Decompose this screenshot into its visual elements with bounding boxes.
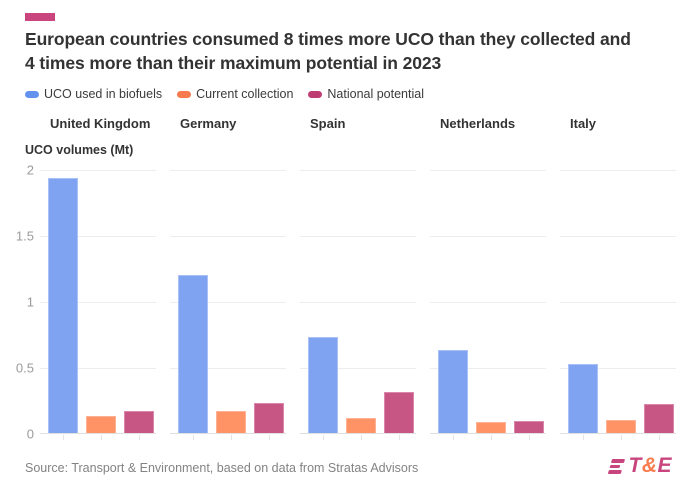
axis-tick bbox=[323, 435, 324, 440]
y-axis-tick-label: 1.5 bbox=[15, 228, 34, 244]
bar-uco-used-in-biofuels bbox=[438, 349, 468, 433]
tick-panel bbox=[40, 435, 156, 441]
y-axis-tick-label: 2 bbox=[26, 162, 34, 178]
legend-label: National potential bbox=[327, 87, 424, 101]
bar-current-collection bbox=[86, 415, 116, 433]
bar-uco-used-in-biofuels bbox=[48, 178, 78, 433]
y-axis-tick-label: 0 bbox=[26, 426, 34, 442]
country-panel: 2 1.5 1 0.5 0 bbox=[16, 164, 156, 441]
bar-national-potential bbox=[384, 392, 414, 433]
gridline bbox=[560, 236, 676, 237]
legend-label: Current collection bbox=[196, 87, 294, 101]
gridline bbox=[40, 368, 156, 369]
axis-tick bbox=[139, 435, 140, 440]
country-panel bbox=[560, 170, 676, 434]
legend-swatch-icon bbox=[308, 90, 323, 98]
axis-tick bbox=[269, 435, 270, 440]
logo-letter-t: T bbox=[628, 454, 642, 477]
bar-group bbox=[300, 170, 416, 433]
axis-tick bbox=[63, 435, 64, 440]
country-header: Italy bbox=[570, 116, 597, 131]
gridline bbox=[170, 170, 286, 171]
bar-current-collection bbox=[346, 418, 376, 433]
bar-national-potential bbox=[124, 410, 154, 433]
tick-panel bbox=[560, 435, 676, 441]
tick-panel bbox=[300, 435, 416, 441]
gridline bbox=[300, 302, 416, 303]
gridline bbox=[560, 368, 676, 369]
gridline bbox=[40, 302, 156, 303]
bar-uco-used-in-biofuels bbox=[308, 336, 338, 433]
gridline bbox=[430, 302, 546, 303]
bar-national-potential bbox=[254, 402, 284, 433]
x-axis-ticks bbox=[40, 435, 676, 441]
y-axis-tick-label: 1 bbox=[26, 294, 34, 310]
bar-current-collection bbox=[476, 422, 506, 433]
gridline bbox=[560, 170, 676, 171]
axis-tick bbox=[529, 435, 530, 440]
gridline bbox=[170, 302, 286, 303]
gridline bbox=[300, 236, 416, 237]
bar-group bbox=[170, 170, 286, 433]
te-logo-text: T&E bbox=[628, 455, 672, 476]
axis-tick bbox=[621, 435, 622, 440]
y-axis-tick-label: 0.5 bbox=[15, 360, 34, 376]
legend-label: UCO used in biofuels bbox=[44, 87, 163, 101]
axis-tick bbox=[453, 435, 454, 440]
gridline bbox=[170, 236, 286, 237]
te-logo-mark-icon bbox=[608, 459, 626, 474]
axis-tick bbox=[583, 435, 584, 440]
gridline bbox=[560, 302, 676, 303]
country-panel bbox=[170, 170, 286, 434]
country-panel bbox=[300, 170, 416, 434]
legend-item: Current collection bbox=[177, 87, 293, 101]
gridline bbox=[300, 368, 416, 369]
country-header: Spain bbox=[310, 116, 346, 131]
axis-tick bbox=[193, 435, 194, 440]
country-header: Netherlands bbox=[440, 116, 516, 131]
te-logo: T&E bbox=[608, 455, 672, 476]
country-header: Germany bbox=[180, 116, 237, 131]
gridline bbox=[40, 236, 156, 237]
country-header: United Kingdom bbox=[50, 116, 151, 131]
legend-item: UCO used in biofuels bbox=[25, 87, 162, 101]
bar-group bbox=[560, 170, 676, 433]
bar-group bbox=[40, 170, 156, 433]
bar-current-collection bbox=[606, 419, 636, 433]
country-panel bbox=[430, 170, 546, 434]
bar-group bbox=[430, 170, 546, 433]
logo-ampersand: & bbox=[641, 454, 658, 477]
bar-national-potential bbox=[644, 403, 674, 433]
plot-area: 2 1.5 1 0.5 0 bbox=[16, 164, 676, 441]
gridline bbox=[430, 236, 546, 237]
axis-tick bbox=[659, 435, 660, 440]
gridline bbox=[40, 170, 156, 171]
tick-panel bbox=[430, 435, 546, 441]
source-note: Source: Transport & Environment, based o… bbox=[25, 461, 419, 475]
gridline bbox=[430, 170, 546, 171]
bar-current-collection bbox=[216, 410, 246, 433]
bar-uco-used-in-biofuels bbox=[568, 364, 598, 433]
axis-tick bbox=[399, 435, 400, 440]
bar-uco-used-in-biofuels bbox=[178, 274, 208, 433]
brand-kicker-bar bbox=[25, 13, 55, 21]
axis-tick bbox=[101, 435, 102, 440]
tick-panel bbox=[170, 435, 286, 441]
chart-legend: UCO used in biofuels Current collection Na… bbox=[25, 87, 424, 101]
gridline bbox=[170, 368, 286, 369]
legend-swatch-icon bbox=[177, 90, 192, 98]
country-headers: United Kingdom Germany Spain Netherlands Ita… bbox=[40, 116, 676, 131]
axis-tick bbox=[231, 435, 232, 440]
chart-title: European countries consumed 8 times more… bbox=[25, 29, 631, 73]
gridline bbox=[430, 368, 546, 369]
y-axis-title: UCO volumes (Mt) bbox=[25, 143, 134, 157]
legend-item: National potential bbox=[308, 87, 424, 101]
axis-tick bbox=[491, 435, 492, 440]
legend-swatch-icon bbox=[25, 90, 39, 98]
gridline bbox=[300, 170, 416, 171]
axis-tick bbox=[361, 435, 362, 440]
bar-national-potential bbox=[514, 421, 544, 433]
logo-letter-e: E bbox=[657, 454, 672, 477]
